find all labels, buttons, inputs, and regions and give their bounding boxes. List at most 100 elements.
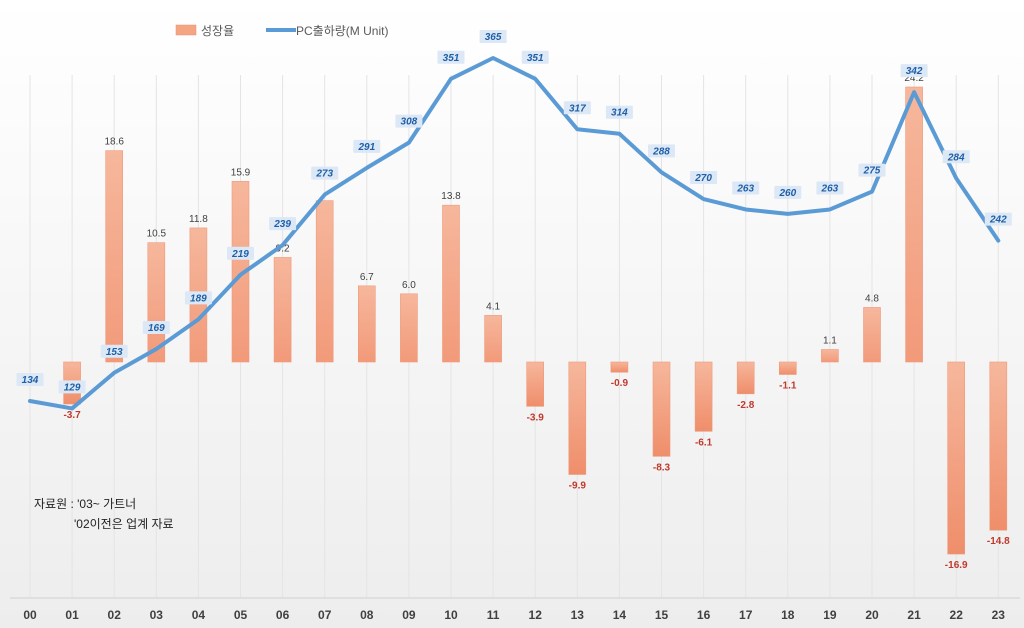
legend-bar-swatch bbox=[175, 24, 197, 36]
x-tick-label: 14 bbox=[613, 608, 627, 622]
line-data-label: 239 bbox=[273, 219, 291, 230]
bar bbox=[105, 150, 123, 363]
line-path bbox=[28, 56, 1001, 411]
bar bbox=[526, 361, 545, 407]
bar-data-label: 9.2 bbox=[276, 243, 290, 254]
x-tick-labels: 00 01 02 03 04 05 06 07 08 09 10 11 12 13 14 15 16 17 18 19… bbox=[23, 608, 1005, 622]
line-label-box bbox=[269, 217, 297, 231]
bar bbox=[568, 361, 587, 475]
line-data-label: 169 bbox=[148, 323, 165, 334]
line-label-box bbox=[353, 139, 381, 153]
bar-data-label: -3.7 bbox=[63, 410, 81, 421]
bar-data-label: -16.9 bbox=[945, 560, 968, 571]
x-tick-label: 05 bbox=[234, 608, 248, 622]
x-tick-label: 03 bbox=[150, 608, 164, 622]
bar bbox=[357, 285, 376, 363]
line-data-label: 134 bbox=[22, 375, 39, 386]
bar-data-label: -3.9 bbox=[527, 412, 545, 423]
line-data-label: 242 bbox=[989, 215, 1007, 226]
bar-data-label: 6.0 bbox=[402, 280, 416, 291]
bar bbox=[821, 349, 839, 363]
line-data-label: 288 bbox=[652, 146, 670, 157]
bar bbox=[778, 361, 797, 375]
line-data-label: 351 bbox=[527, 53, 544, 64]
bar bbox=[652, 361, 671, 457]
line-data-label: 351 bbox=[443, 53, 460, 64]
line-label-box bbox=[142, 321, 170, 335]
bar-data-label: -2.8 bbox=[737, 400, 755, 411]
x-tick-label: 09 bbox=[402, 608, 416, 622]
line-label-box bbox=[605, 105, 633, 119]
line-data-label: 273 bbox=[315, 169, 333, 180]
line-label-box bbox=[16, 373, 44, 386]
line-data-label: 263 bbox=[821, 183, 839, 194]
line-data-label: 275 bbox=[863, 166, 881, 177]
pre-2002-note: '02이전은 업계 자료 bbox=[74, 517, 174, 531]
bar-data-label: 13.8 bbox=[441, 191, 461, 202]
line-data-label: 284 bbox=[947, 152, 965, 163]
x-tick-label: 01 bbox=[65, 608, 79, 622]
x-tick-label: 06 bbox=[276, 608, 290, 622]
bar-data-label: -1.1 bbox=[779, 381, 797, 392]
line-data-label: 308 bbox=[401, 117, 418, 128]
line-label-box bbox=[816, 181, 844, 195]
bar-series: -3.7 18.6 10.5 11.8 15.9 9.2 6.7 6.0 13.8 4.1 -3.9… bbox=[63, 73, 1010, 571]
x-tick-label: 13 bbox=[571, 608, 585, 622]
line-data-label: 365 bbox=[485, 32, 502, 43]
line-data-label: 291 bbox=[357, 142, 375, 153]
line-label-box bbox=[732, 181, 760, 195]
bar bbox=[610, 361, 629, 373]
line-data-label: 189 bbox=[190, 293, 207, 304]
line-series: 134 129 153 169 189 219 239 273 291 308 351 365 351 3… bbox=[16, 30, 1012, 411]
line-label-box bbox=[227, 246, 254, 260]
line-data-label: 317 bbox=[569, 103, 586, 114]
bar bbox=[400, 293, 418, 363]
legend-line-label: PC출하량(M Unit) bbox=[296, 24, 388, 38]
line-data-label: 153 bbox=[106, 347, 123, 358]
bar-data-label: -8.3 bbox=[653, 462, 671, 473]
line-label-box bbox=[395, 114, 423, 128]
x-tick-label: 20 bbox=[865, 608, 879, 622]
line-data-label: 263 bbox=[736, 183, 754, 194]
line-label-box bbox=[437, 50, 465, 64]
bar-data-label: 4.1 bbox=[486, 301, 500, 312]
bar bbox=[442, 204, 460, 363]
bar-data-label: 18.6 bbox=[104, 137, 124, 148]
x-tick-label: 11 bbox=[487, 608, 500, 622]
bar-data-label: 4.8 bbox=[865, 293, 879, 304]
line-label-box bbox=[184, 291, 212, 305]
legend: 성장율 PC출하량(M Unit) bbox=[175, 24, 388, 38]
line-data-label: 270 bbox=[694, 173, 712, 184]
line-data-label: 219 bbox=[231, 249, 249, 260]
line-data-label: 314 bbox=[611, 108, 628, 119]
bar-data-label: 11.8 bbox=[189, 214, 208, 225]
bar bbox=[905, 86, 923, 363]
x-tick-label: 19 bbox=[823, 608, 837, 622]
bar bbox=[694, 361, 713, 432]
x-tick-label: 04 bbox=[192, 608, 206, 622]
bar bbox=[273, 257, 292, 363]
line-label-box bbox=[563, 101, 591, 115]
x-tick-label: 22 bbox=[950, 608, 964, 622]
bar-data-label: 6.7 bbox=[360, 272, 374, 283]
bar bbox=[989, 361, 1008, 531]
x-tick-label: 02 bbox=[108, 608, 122, 622]
line-label-box bbox=[900, 64, 928, 78]
x-tick-label: 07 bbox=[318, 608, 332, 622]
bar bbox=[947, 361, 966, 555]
x-tick-label: 23 bbox=[992, 608, 1006, 622]
x-tick-label: 15 bbox=[655, 608, 669, 622]
bar bbox=[736, 361, 755, 395]
x-tick-label: 16 bbox=[697, 608, 711, 622]
line-label-box bbox=[984, 212, 1012, 226]
line-label-box bbox=[774, 185, 802, 199]
line-label-box bbox=[858, 163, 886, 177]
line-data-label: 260 bbox=[778, 188, 796, 199]
legend-bar-label: 성장율 bbox=[201, 24, 234, 38]
source-note: 자료원 : '03~ 가트너 bbox=[34, 497, 137, 511]
x-tick-label: 21 bbox=[907, 608, 921, 622]
line-label-box bbox=[521, 50, 549, 64]
line-data-label: 342 bbox=[906, 66, 923, 77]
